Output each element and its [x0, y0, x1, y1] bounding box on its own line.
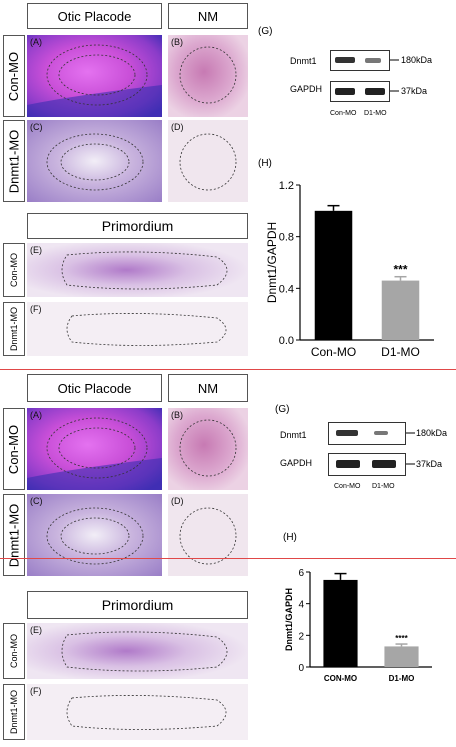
- western-blot-bottom: [328, 422, 406, 476]
- red-divider-bottom: [0, 558, 456, 559]
- panel-d-nm-dnmt: (D): [168, 120, 248, 202]
- panel-label-f-2: (F): [30, 686, 42, 696]
- panel-label-a: (A): [30, 37, 42, 47]
- chart0-bar-1: [314, 210, 353, 340]
- row-label-dnmt1-mo: Dnmt1-MO: [3, 120, 25, 202]
- primordium-header-2: Primordium: [27, 591, 248, 619]
- panel-e-prim-con: (E): [27, 243, 248, 297]
- blot-lane-d1-2: D1-MO: [372, 483, 395, 490]
- chart1-category-label-2: D1-MO: [389, 674, 415, 683]
- col-header-nm-2: NM: [168, 374, 248, 402]
- panel-a-otic-con: (A): [27, 35, 162, 117]
- row-label-con-mo-small-2: Con-MO: [3, 623, 25, 679]
- blot-band2-label-2: GAPDH: [280, 458, 313, 468]
- row-label-con-mo: Con-MO: [3, 35, 25, 117]
- panel-label-c: (C): [30, 122, 43, 132]
- chart1-ytick-label: 0: [298, 663, 304, 674]
- otic-dnmt-image: [27, 120, 162, 202]
- western-blot-top: [330, 50, 390, 102]
- col-header-otic-placode-2: Otic Placode: [27, 374, 162, 402]
- chart1-ytick-label: 4: [298, 600, 304, 611]
- panel-c-otic-dnmt: (C): [27, 120, 162, 202]
- panel-label-a-2: (A): [30, 410, 42, 420]
- nm-con-image-2: [168, 408, 248, 490]
- red-divider-top: [0, 369, 456, 370]
- chart0-category-label-1: Con-MO: [311, 345, 356, 359]
- prim-con-image: [27, 243, 248, 297]
- chart1-bar-1: [323, 579, 358, 667]
- panel-label-b-2: (B): [171, 410, 183, 420]
- chart0-ylabel: Dnmt1/GAPDH: [265, 222, 279, 303]
- row-label-con-mo-2: Con-MO: [3, 408, 25, 490]
- blot-band1-label-2: Dnmt1: [280, 430, 307, 440]
- panel-label-g-2: (G): [275, 404, 290, 415]
- chart1-ylabel: Dnmt1/GAPDH: [284, 588, 294, 651]
- chart0-significance: ***: [393, 263, 407, 277]
- panel-f-prim-dnmt: (F): [27, 302, 248, 356]
- chart0-ytick-label: 0.0: [279, 335, 294, 347]
- blot-band2-label: GAPDH: [290, 84, 323, 94]
- prim-dnmt-image: [27, 302, 248, 356]
- panel-f-prim-dnmt-2: (F): [27, 684, 248, 740]
- blot-band1-label: Dnmt1: [290, 56, 317, 66]
- panel-b-nm-con: (B): [168, 35, 248, 117]
- panel-label-d-2: (D): [171, 496, 184, 506]
- kda-180: 180kDa: [401, 55, 433, 65]
- panel-label-f: (F): [30, 304, 42, 314]
- col-header-otic-placode: Otic Placode: [27, 3, 162, 29]
- chart1-bar-2: [384, 646, 419, 667]
- nm-dnmt-image: [168, 120, 248, 202]
- blot-lane-d1: D1-MO: [364, 110, 387, 117]
- panel-c-otic-dnmt-2: (C): [27, 494, 162, 576]
- kda-37-2: 37kDa: [416, 459, 443, 469]
- otic-dnmt-image-2: [27, 494, 162, 576]
- panel-label-e: (E): [30, 245, 42, 255]
- panel-label-d: (D): [171, 122, 184, 132]
- chart1-ytick-label: 2: [298, 631, 304, 642]
- prim-con-image-2: [27, 623, 248, 679]
- panel-label-b: (B): [171, 37, 183, 47]
- bar-chart-bottom: 0 2 4 6 Dnmt1/GAPDH CON-MO D1-MO ****: [284, 568, 432, 683]
- panel-d-nm-dnmt-2: (D): [168, 494, 248, 576]
- kda-180-2: 180kDa: [416, 428, 448, 438]
- panel-label-h-2: (H): [283, 532, 297, 543]
- otic-con-image-2: [27, 408, 162, 490]
- bar-chart-top: 0.0 0.4 0.8 1.2 Dnmt1/GAPDH Con-MO D1-MO ***: [265, 180, 434, 359]
- panel-b-nm-con-2: (B): [168, 408, 248, 490]
- otic-con-image: [27, 35, 162, 117]
- kda-ticks-top: [390, 59, 399, 92]
- chart0-ytick-label: 0.4: [279, 283, 294, 295]
- row-label-dnmt1-mo-small-2: Dnmt1-MO: [3, 684, 25, 740]
- chart0-category-label-2: D1-MO: [381, 345, 420, 359]
- blot-lane-con: Con-MO: [330, 110, 357, 117]
- primordium-header: Primordium: [27, 213, 248, 239]
- chart0-bar-2: [381, 280, 420, 340]
- prim-dnmt-image-2: [27, 684, 248, 740]
- panel-a-otic-con-2: (A): [27, 408, 162, 490]
- row-label-con-mo-small: Con-MO: [3, 243, 25, 297]
- chart0-ytick-label: 0.8: [279, 232, 294, 244]
- panel-label-c-2: (C): [30, 496, 43, 506]
- panel-label-e-2: (E): [30, 625, 42, 635]
- kda-ticks-bottom: [406, 432, 415, 465]
- col-header-nm: NM: [168, 3, 248, 29]
- chart0-ytick-label: 1.2: [279, 180, 294, 192]
- chart1-category-label-1: CON-MO: [324, 674, 357, 683]
- blot-lane-con-2: Con-MO: [334, 483, 361, 490]
- nm-con-image: [168, 35, 248, 117]
- row-label-dnmt1-mo-small: Dnmt1-MO: [3, 302, 25, 356]
- row-label-dnmt1-mo-2: Dnmt1-MO: [3, 494, 25, 576]
- panel-e-prim-con-2: (E): [27, 623, 248, 679]
- nm-dnmt-image-2: [168, 494, 248, 576]
- panel-label-g: (G): [258, 26, 273, 37]
- panel-label-h: (H): [258, 158, 272, 169]
- kda-37: 37kDa: [401, 86, 428, 96]
- chart1-significance: ****: [395, 634, 408, 643]
- chart1-ytick-label: 6: [298, 568, 304, 579]
